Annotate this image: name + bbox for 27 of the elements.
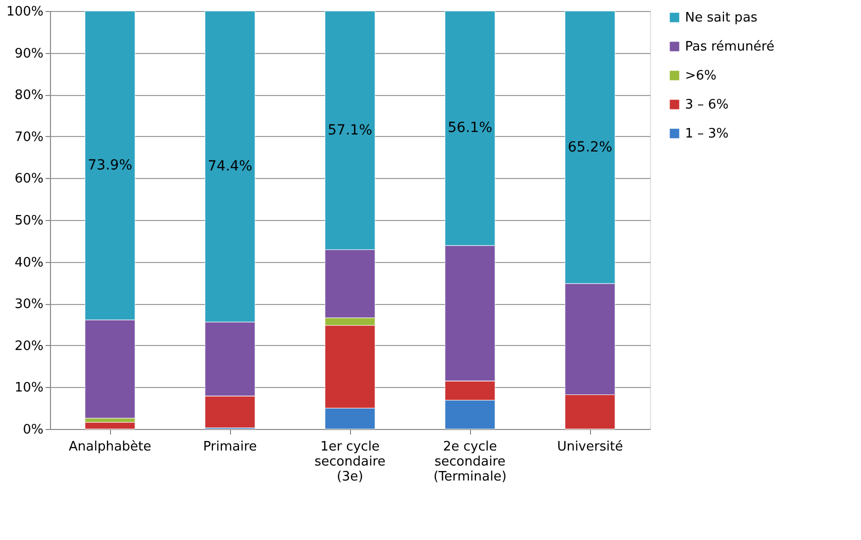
data-label: 65.2%: [568, 139, 612, 156]
y-tick-label: 90%: [14, 46, 44, 62]
x-tick-label: Primaire: [203, 440, 257, 454]
y-tick-label: 20%: [14, 338, 44, 354]
data-label: 57.1%: [328, 122, 372, 138]
x-tick-label: 1er cycle secondaire (3e): [314, 440, 386, 484]
y-tick-label: 10%: [14, 380, 44, 396]
x-tick-label: Université: [557, 440, 623, 454]
legend-label: 3 – 6%: [685, 98, 729, 112]
y-tick-label: 50%: [14, 214, 44, 228]
y-tick-label: 0%: [22, 422, 44, 438]
y-tick-label: 80%: [14, 88, 44, 104]
data-label: 73.9%: [88, 157, 132, 174]
data-label: 56.1%: [448, 120, 492, 136]
legend-label: Pas rémunéré: [685, 40, 774, 54]
data-label: 74.4%: [208, 158, 252, 174]
x-tick-label: 2e cycle secondaire (Terminale): [433, 440, 507, 484]
legend-label: >6%: [685, 68, 717, 84]
legend-label: 1 – 3%: [685, 126, 729, 142]
x-tick-label: Analphabète: [68, 440, 152, 454]
y-tick-label: 30%: [14, 297, 44, 312]
bar: [84, 422, 136, 430]
y-tick-label: 40%: [14, 255, 44, 270]
y-tick-label: 60%: [14, 172, 44, 187]
y-tick-label: 100%: [6, 4, 44, 20]
legend-label: Ne sait pas: [685, 10, 758, 26]
y-tick-label: 70%: [14, 130, 44, 145]
